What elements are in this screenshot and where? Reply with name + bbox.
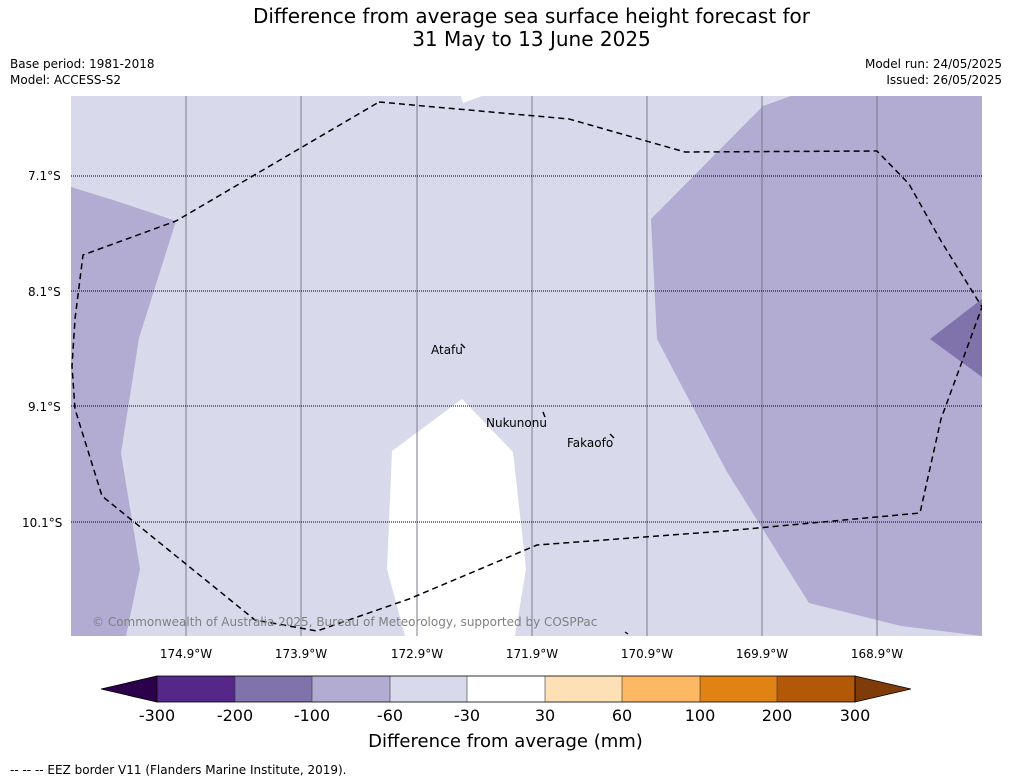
colorbar-tick-minus-100: -100 — [293, 706, 331, 725]
title-line-2: 31 May to 13 June 2025 — [412, 27, 651, 51]
colorbar-tick-30: 30 — [534, 706, 556, 725]
strong-negative-region-east — [930, 299, 982, 377]
meta-right: Model run: 24/05/2025 Issued: 26/05/2025 — [865, 56, 1002, 88]
colorbar-segment-1 — [157, 676, 235, 702]
negative-region-west — [71, 187, 176, 636]
lat-label-9-1: 9.1°S — [28, 400, 61, 414]
chart-title: Difference from average sea surface heig… — [0, 5, 1011, 51]
atafu-atoll — [460, 343, 466, 349]
copyright-text: © Commonwealth of Australia 2025, Bureau… — [92, 615, 597, 629]
place-label-fakaofo: Fakaofo — [567, 436, 613, 450]
lon-label-170-9: 170.9°W — [620, 647, 674, 661]
lon-label-173-9: 173.9°W — [274, 647, 328, 661]
colorbar-tick-60: 60 — [611, 706, 633, 725]
map-svg: Atafu Nukunonu Fakaofo © Commonwealth of… — [71, 96, 982, 636]
map-panel: Atafu Nukunonu Fakaofo © Commonwealth of… — [71, 96, 982, 636]
fakaofo-atoll — [609, 433, 615, 439]
colorbar-extend-low — [101, 675, 158, 703]
lon-label-174-9: 174.9°W — [159, 647, 213, 661]
colorbar-segment-6 — [545, 676, 622, 702]
title-line-1: Difference from average sea surface heig… — [252, 4, 811, 28]
lat-label-8-1: 8.1°S — [28, 285, 61, 299]
small-islet — [624, 631, 629, 635]
colorbar-tick-minus-300: -300 — [138, 706, 176, 725]
colorbar-segment-7 — [622, 676, 700, 702]
lon-label-169-9: 169.9°W — [735, 647, 789, 661]
colorbar-segment-9 — [777, 676, 855, 702]
longitude-gridlines — [185, 96, 878, 636]
colorbar-segment-4 — [390, 676, 467, 702]
colorbar-extend-high — [854, 675, 911, 703]
colorbar — [101, 675, 911, 703]
colorbar-label: Difference from average (mm) — [368, 731, 643, 752]
colorbar-tick-minus-30: -30 — [453, 706, 481, 725]
place-label-nukunonu: Nukunonu — [486, 416, 547, 430]
eez-legend-note: -- -- -- EEZ border V11 (Flanders Marine… — [10, 763, 347, 777]
lat-label-10-1: 10.1°S — [22, 516, 63, 530]
lat-label-7-1: 7.1°S — [28, 169, 61, 183]
model-name: Model: ACCESS-S2 — [10, 73, 122, 87]
place-label-atafu: Atafu — [431, 343, 463, 357]
colorbar-tick-minus-200: -200 — [216, 706, 254, 725]
lon-label-172-9: 172.9°W — [390, 647, 444, 661]
model-run: Model run: 24/05/2025 — [864, 57, 1002, 71]
nukunonu-atoll — [542, 411, 546, 418]
colorbar-outline — [156, 675, 856, 703]
lon-label-168-9: 168.9°W — [850, 647, 904, 661]
colorbar-segment-2 — [235, 676, 312, 702]
colorbar-segment-3 — [312, 676, 390, 702]
colorbar-tick-100: 100 — [684, 706, 716, 725]
lon-label-171-9: 171.9°W — [505, 647, 559, 661]
white-region-top — [461, 96, 482, 103]
white-region-south — [387, 399, 526, 636]
base-period: Base period: 1981-2018 — [10, 57, 155, 71]
issued-date: Issued: 26/05/2025 — [886, 73, 1002, 87]
meta-left: Base period: 1981-2018 Model: ACCESS-S2 — [10, 56, 155, 88]
colorbar-tick-300: 300 — [839, 706, 871, 725]
negative-region-east — [651, 96, 982, 636]
colorbar-tick-200: 200 — [761, 706, 793, 725]
colorbar-dividers — [234, 676, 778, 702]
colorbar-segment-5 — [467, 676, 545, 702]
colorbar-segment-8 — [700, 676, 777, 702]
colorbar-tick-minus-60: -60 — [376, 706, 404, 725]
eez-border — [71, 101, 982, 632]
